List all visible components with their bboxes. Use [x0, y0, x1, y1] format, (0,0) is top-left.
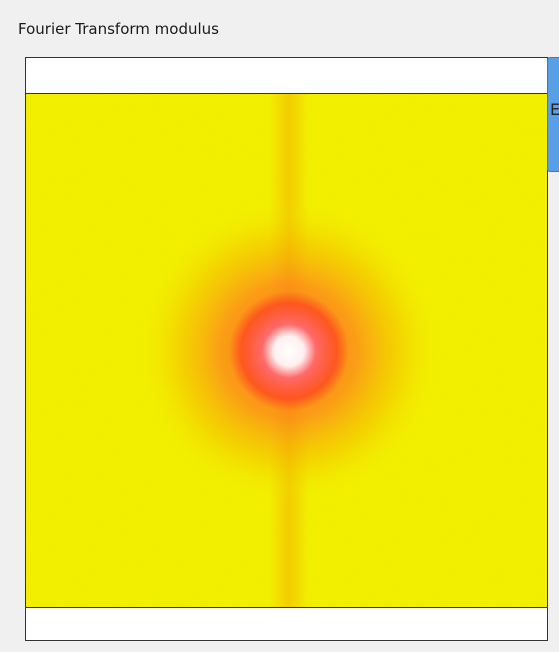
- fourier-image: [26, 93, 547, 608]
- panel-title: Fourier Transform modulus: [18, 20, 219, 38]
- page: Fourier Transform modulus: [0, 0, 559, 652]
- image-frame: [25, 57, 548, 641]
- side-button[interactable]: E: [547, 57, 559, 172]
- button-label: E: [550, 100, 559, 119]
